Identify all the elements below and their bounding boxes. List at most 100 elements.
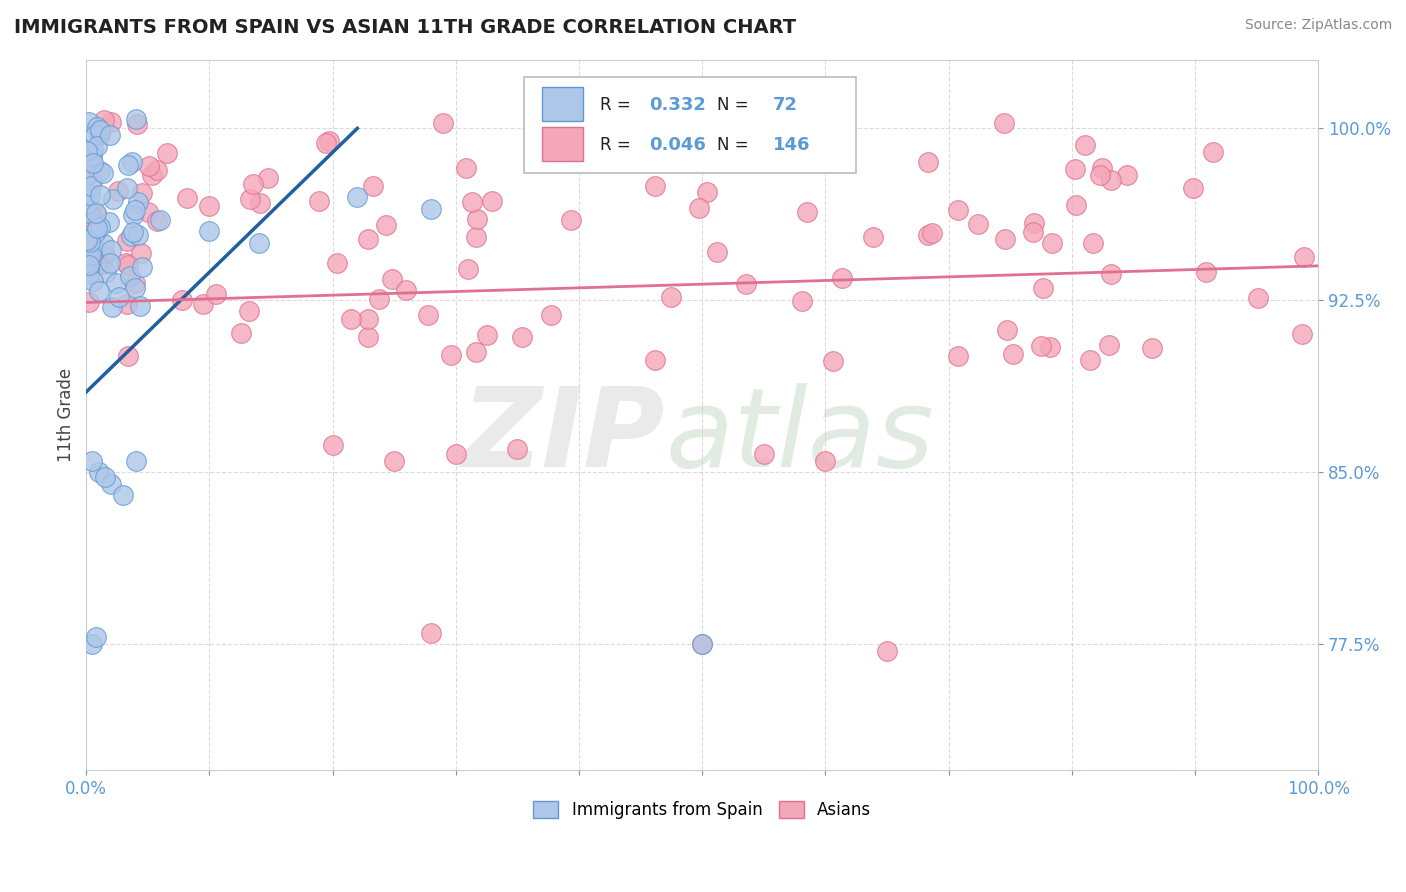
Point: [84, 226, 107, 240]
Point: [86, 139, 108, 153]
FancyBboxPatch shape: [523, 78, 856, 173]
Point: [79, 203, 101, 218]
Point: [1202, 145, 1225, 159]
Point: [86, 221, 108, 235]
Point: [115, 180, 138, 194]
Point: [198, 224, 221, 238]
Point: [101, 193, 124, 207]
Point: [115, 297, 138, 311]
Point: [75, 210, 97, 224]
Point: [86, 120, 108, 135]
Point: [89, 220, 111, 235]
Point: [460, 195, 482, 210]
Point: [346, 190, 368, 204]
Point: [357, 311, 380, 326]
Point: [876, 644, 898, 658]
Point: [247, 235, 270, 250]
Point: [690, 637, 713, 651]
Point: [862, 230, 884, 244]
Point: [117, 157, 139, 171]
Point: [510, 330, 533, 344]
Point: [1081, 235, 1104, 250]
Point: [82, 637, 104, 651]
Point: [318, 134, 340, 148]
Point: [946, 349, 969, 363]
Point: [395, 283, 418, 297]
Point: [94, 469, 117, 483]
Point: [995, 322, 1018, 336]
Point: [752, 447, 775, 461]
Point: [156, 146, 179, 161]
Point: [89, 188, 111, 202]
Text: atlas: atlas: [665, 383, 934, 490]
Bar: [543, 127, 582, 161]
Point: [76, 168, 98, 182]
Point: [125, 117, 148, 131]
Point: [249, 196, 271, 211]
Text: Source: ZipAtlas.com: Source: ZipAtlas.com: [1244, 18, 1392, 32]
Point: [792, 293, 814, 308]
Point: [84, 207, 107, 221]
Point: [464, 344, 486, 359]
Point: [124, 281, 146, 295]
Point: [77, 267, 100, 281]
Point: [357, 330, 380, 344]
Point: [84, 205, 107, 219]
Point: [77, 260, 100, 275]
Point: [420, 625, 443, 640]
Point: [322, 437, 344, 451]
Point: [124, 202, 146, 217]
Point: [735, 277, 758, 291]
Point: [560, 213, 582, 227]
Point: [87, 284, 110, 298]
Point: [77, 250, 100, 264]
Point: [149, 213, 172, 227]
Point: [204, 286, 226, 301]
Point: [308, 194, 330, 208]
Point: [257, 170, 280, 185]
Point: [105, 276, 128, 290]
Point: [89, 123, 111, 137]
Point: [1195, 265, 1218, 279]
Point: [129, 246, 152, 260]
Point: [98, 215, 121, 229]
Point: [1064, 198, 1087, 212]
Point: [79, 115, 101, 129]
Text: 0.046: 0.046: [650, 136, 706, 153]
Point: [89, 126, 111, 140]
Point: [131, 186, 153, 200]
Point: [117, 258, 139, 272]
Point: [83, 242, 105, 256]
Point: [131, 260, 153, 274]
Point: [82, 174, 104, 188]
Text: N =: N =: [717, 136, 748, 153]
Point: [1181, 181, 1204, 195]
Point: [77, 258, 100, 272]
Point: [481, 194, 503, 209]
Point: [231, 326, 253, 340]
Point: [1078, 352, 1101, 367]
Point: [1063, 161, 1085, 176]
Point: [1091, 161, 1114, 175]
Text: IMMIGRANTS FROM SPAIN VS ASIAN 11TH GRADE CORRELATION CHART: IMMIGRANTS FROM SPAIN VS ASIAN 11TH GRAD…: [14, 18, 796, 37]
Point: [946, 203, 969, 218]
Point: [94, 265, 117, 279]
Point: [1039, 341, 1062, 355]
Point: [146, 213, 169, 227]
Point: [1115, 168, 1137, 182]
Point: [146, 162, 169, 177]
Point: [82, 156, 104, 170]
Point: [170, 293, 193, 308]
Point: [966, 217, 988, 231]
Point: [1031, 339, 1053, 353]
Point: [506, 442, 529, 457]
Point: [659, 290, 682, 304]
Point: [696, 185, 718, 199]
Point: [138, 159, 160, 173]
Point: [115, 255, 138, 269]
Point: [1099, 268, 1122, 282]
Point: [101, 300, 124, 314]
Point: [917, 154, 939, 169]
Point: [80, 148, 103, 162]
Point: [444, 447, 467, 461]
